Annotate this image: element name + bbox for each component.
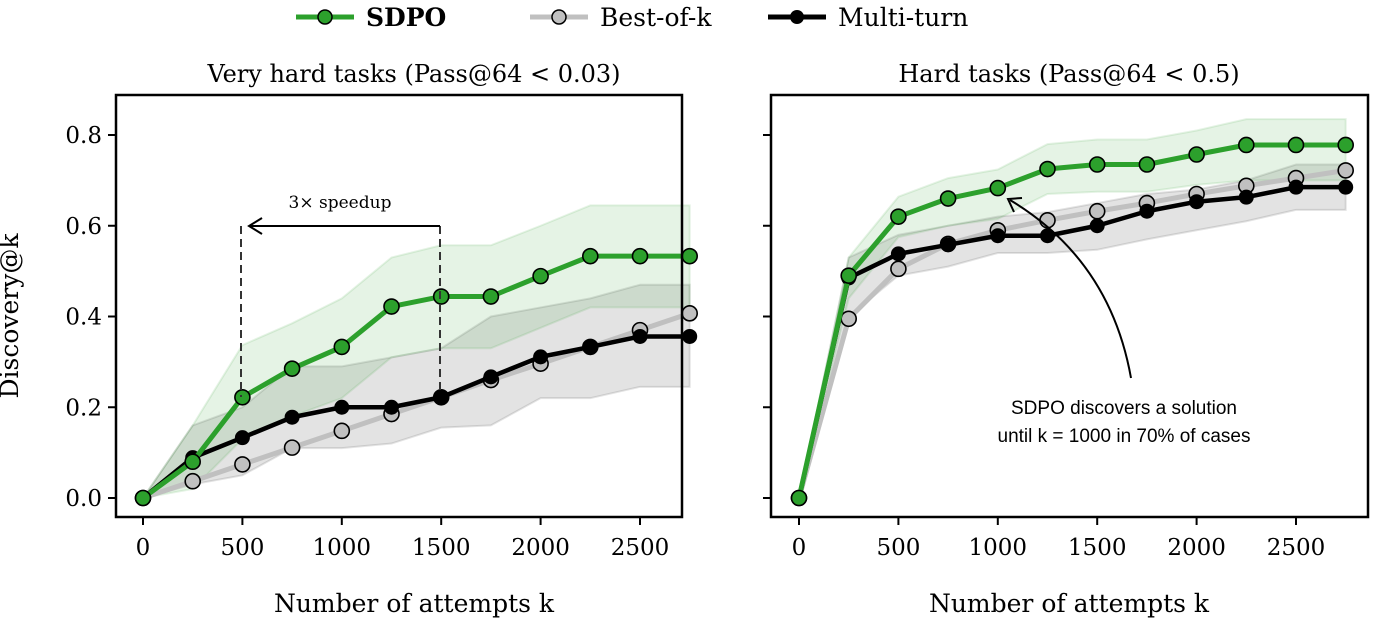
right-panel-title: Hard tasks (Pass@64 < 0.5)	[898, 60, 1239, 88]
point-sdpo	[184, 453, 201, 471]
y-tick-label: 0.4	[65, 305, 102, 331]
point-sdpo	[790, 489, 808, 507]
speedup-annotation: 3× speedup	[240, 193, 441, 397]
point-multi-turn	[1288, 179, 1304, 195]
point-best-of-k	[1088, 202, 1106, 220]
speedup-arrowhead-icon	[247, 217, 263, 235]
axes-frame	[769, 93, 1370, 519]
point-multi-turn	[234, 430, 250, 446]
x-tick-label: 2000	[511, 535, 570, 561]
x-tick-label: 2000	[1167, 535, 1226, 561]
y-tick-label: 0.2	[65, 395, 102, 421]
y-tick-label: 0.8	[65, 123, 102, 149]
x-tick-label: 2500	[611, 535, 670, 561]
left-panel: 0 500 1000 1500 2000 2500 0.0 0.2 0.4 0.6 0.8	[65, 93, 699, 561]
point-best-of-k	[1337, 162, 1354, 179]
point-sdpo	[1337, 136, 1354, 154]
annotation-arrow	[1009, 199, 1132, 379]
legend: SDPO Best-of-k Multi-turn	[296, 3, 968, 32]
point-multi-turn	[1189, 194, 1205, 210]
point-best-of-k	[890, 260, 907, 278]
point-multi-turn	[582, 339, 598, 355]
point-multi-turn	[284, 409, 300, 425]
x-tick-label: 500	[220, 535, 264, 561]
point-sdpo	[333, 338, 351, 356]
x-tick-label: 1500	[1068, 535, 1127, 561]
point-sdpo	[1238, 136, 1255, 154]
legend-label-best-of-k: Best-of-k	[600, 3, 712, 32]
point-best-of-k	[840, 310, 858, 328]
left-panel-title: Very hard tasks (Pass@64 < 0.03)	[206, 60, 620, 88]
point-multi-turn	[483, 369, 499, 385]
series-line-multi-turn	[141, 334, 690, 500]
point-sdpo	[383, 298, 400, 315]
point-multi-turn	[1238, 189, 1254, 205]
point-sdpo	[840, 267, 858, 284]
point-best-of-k	[283, 439, 301, 456]
x-tick-label: 0	[792, 535, 807, 561]
point-multi-turn	[990, 228, 1006, 244]
annotation-arrowhead-icon	[1006, 197, 1023, 213]
point-sdpo	[432, 288, 450, 305]
point-sdpo	[890, 208, 907, 225]
point-multi-turn	[632, 328, 648, 344]
annotation-line-1: SDPO discovers a solution	[1011, 398, 1237, 419]
legend-label-sdpo: SDPO	[366, 3, 446, 32]
annotation-line-2: until k = 1000 in 70% of cases	[998, 426, 1251, 447]
point-best-of-k	[681, 305, 699, 322]
point-multi-turn	[334, 399, 350, 415]
point-multi-turn	[1040, 228, 1055, 244]
speedup-label: 3× speedup	[289, 193, 392, 213]
point-multi-turn	[533, 349, 549, 365]
point-sdpo	[532, 267, 549, 285]
series-line-best-of-k	[796, 167, 1347, 499]
point-multi-turn	[384, 399, 399, 415]
x-tick-label: 0	[136, 535, 151, 561]
point-multi-turn	[682, 328, 698, 344]
right-x-axis-label: Number of attempts k	[929, 589, 1210, 618]
x-tick-label: 1500	[412, 535, 471, 561]
point-sdpo	[1188, 146, 1205, 163]
point-best-of-k	[184, 472, 201, 490]
y-tick-label: 0.0	[65, 486, 102, 512]
point-multi-turn	[940, 237, 956, 253]
point-best-of-k	[333, 422, 351, 440]
point-sdpo	[1138, 156, 1156, 173]
point-multi-turn	[1338, 179, 1354, 195]
axes-frame	[114, 93, 684, 519]
series-line-multi-turn	[796, 184, 1346, 499]
legend-marker-multi-turn	[790, 10, 804, 24]
point-multi-turn	[433, 389, 449, 405]
point-sdpo	[234, 388, 251, 406]
y-tick-label: 0.6	[65, 214, 102, 240]
right-panel: 0 500 1000 1500 2000 2500	[763, 93, 1370, 561]
point-best-of-k	[1039, 212, 1056, 229]
x-tick-label: 500	[876, 535, 920, 561]
point-multi-turn	[890, 246, 906, 262]
point-sdpo	[681, 247, 699, 265]
x-tick-label: 2500	[1267, 535, 1326, 561]
legend-marker-best-of-k	[551, 9, 567, 25]
point-sdpo	[1039, 160, 1056, 178]
point-sdpo	[989, 179, 1007, 197]
point-sdpo	[482, 288, 500, 305]
legend-marker-sdpo	[317, 9, 333, 25]
point-multi-turn	[1089, 218, 1105, 234]
left-x-axis-label: Number of attempts k	[274, 589, 555, 618]
point-sdpo	[134, 489, 152, 507]
x-tick-label: 1000	[313, 535, 372, 561]
point-sdpo	[283, 360, 301, 377]
point-sdpo	[939, 190, 957, 207]
point-sdpo	[1088, 156, 1106, 173]
point-best-of-k	[234, 456, 251, 473]
point-sdpo	[631, 247, 649, 265]
x-tick-label: 1000	[969, 535, 1028, 561]
hard-tasks-annotation: SDPO discovers a solution until k = 1000…	[998, 197, 1251, 447]
point-sdpo	[1287, 136, 1305, 154]
point-sdpo	[581, 247, 599, 265]
legend-label-multi-turn: Multi-turn	[838, 3, 968, 32]
y-axis-label: Discovery@k	[0, 233, 24, 399]
point-multi-turn	[1139, 203, 1155, 219]
